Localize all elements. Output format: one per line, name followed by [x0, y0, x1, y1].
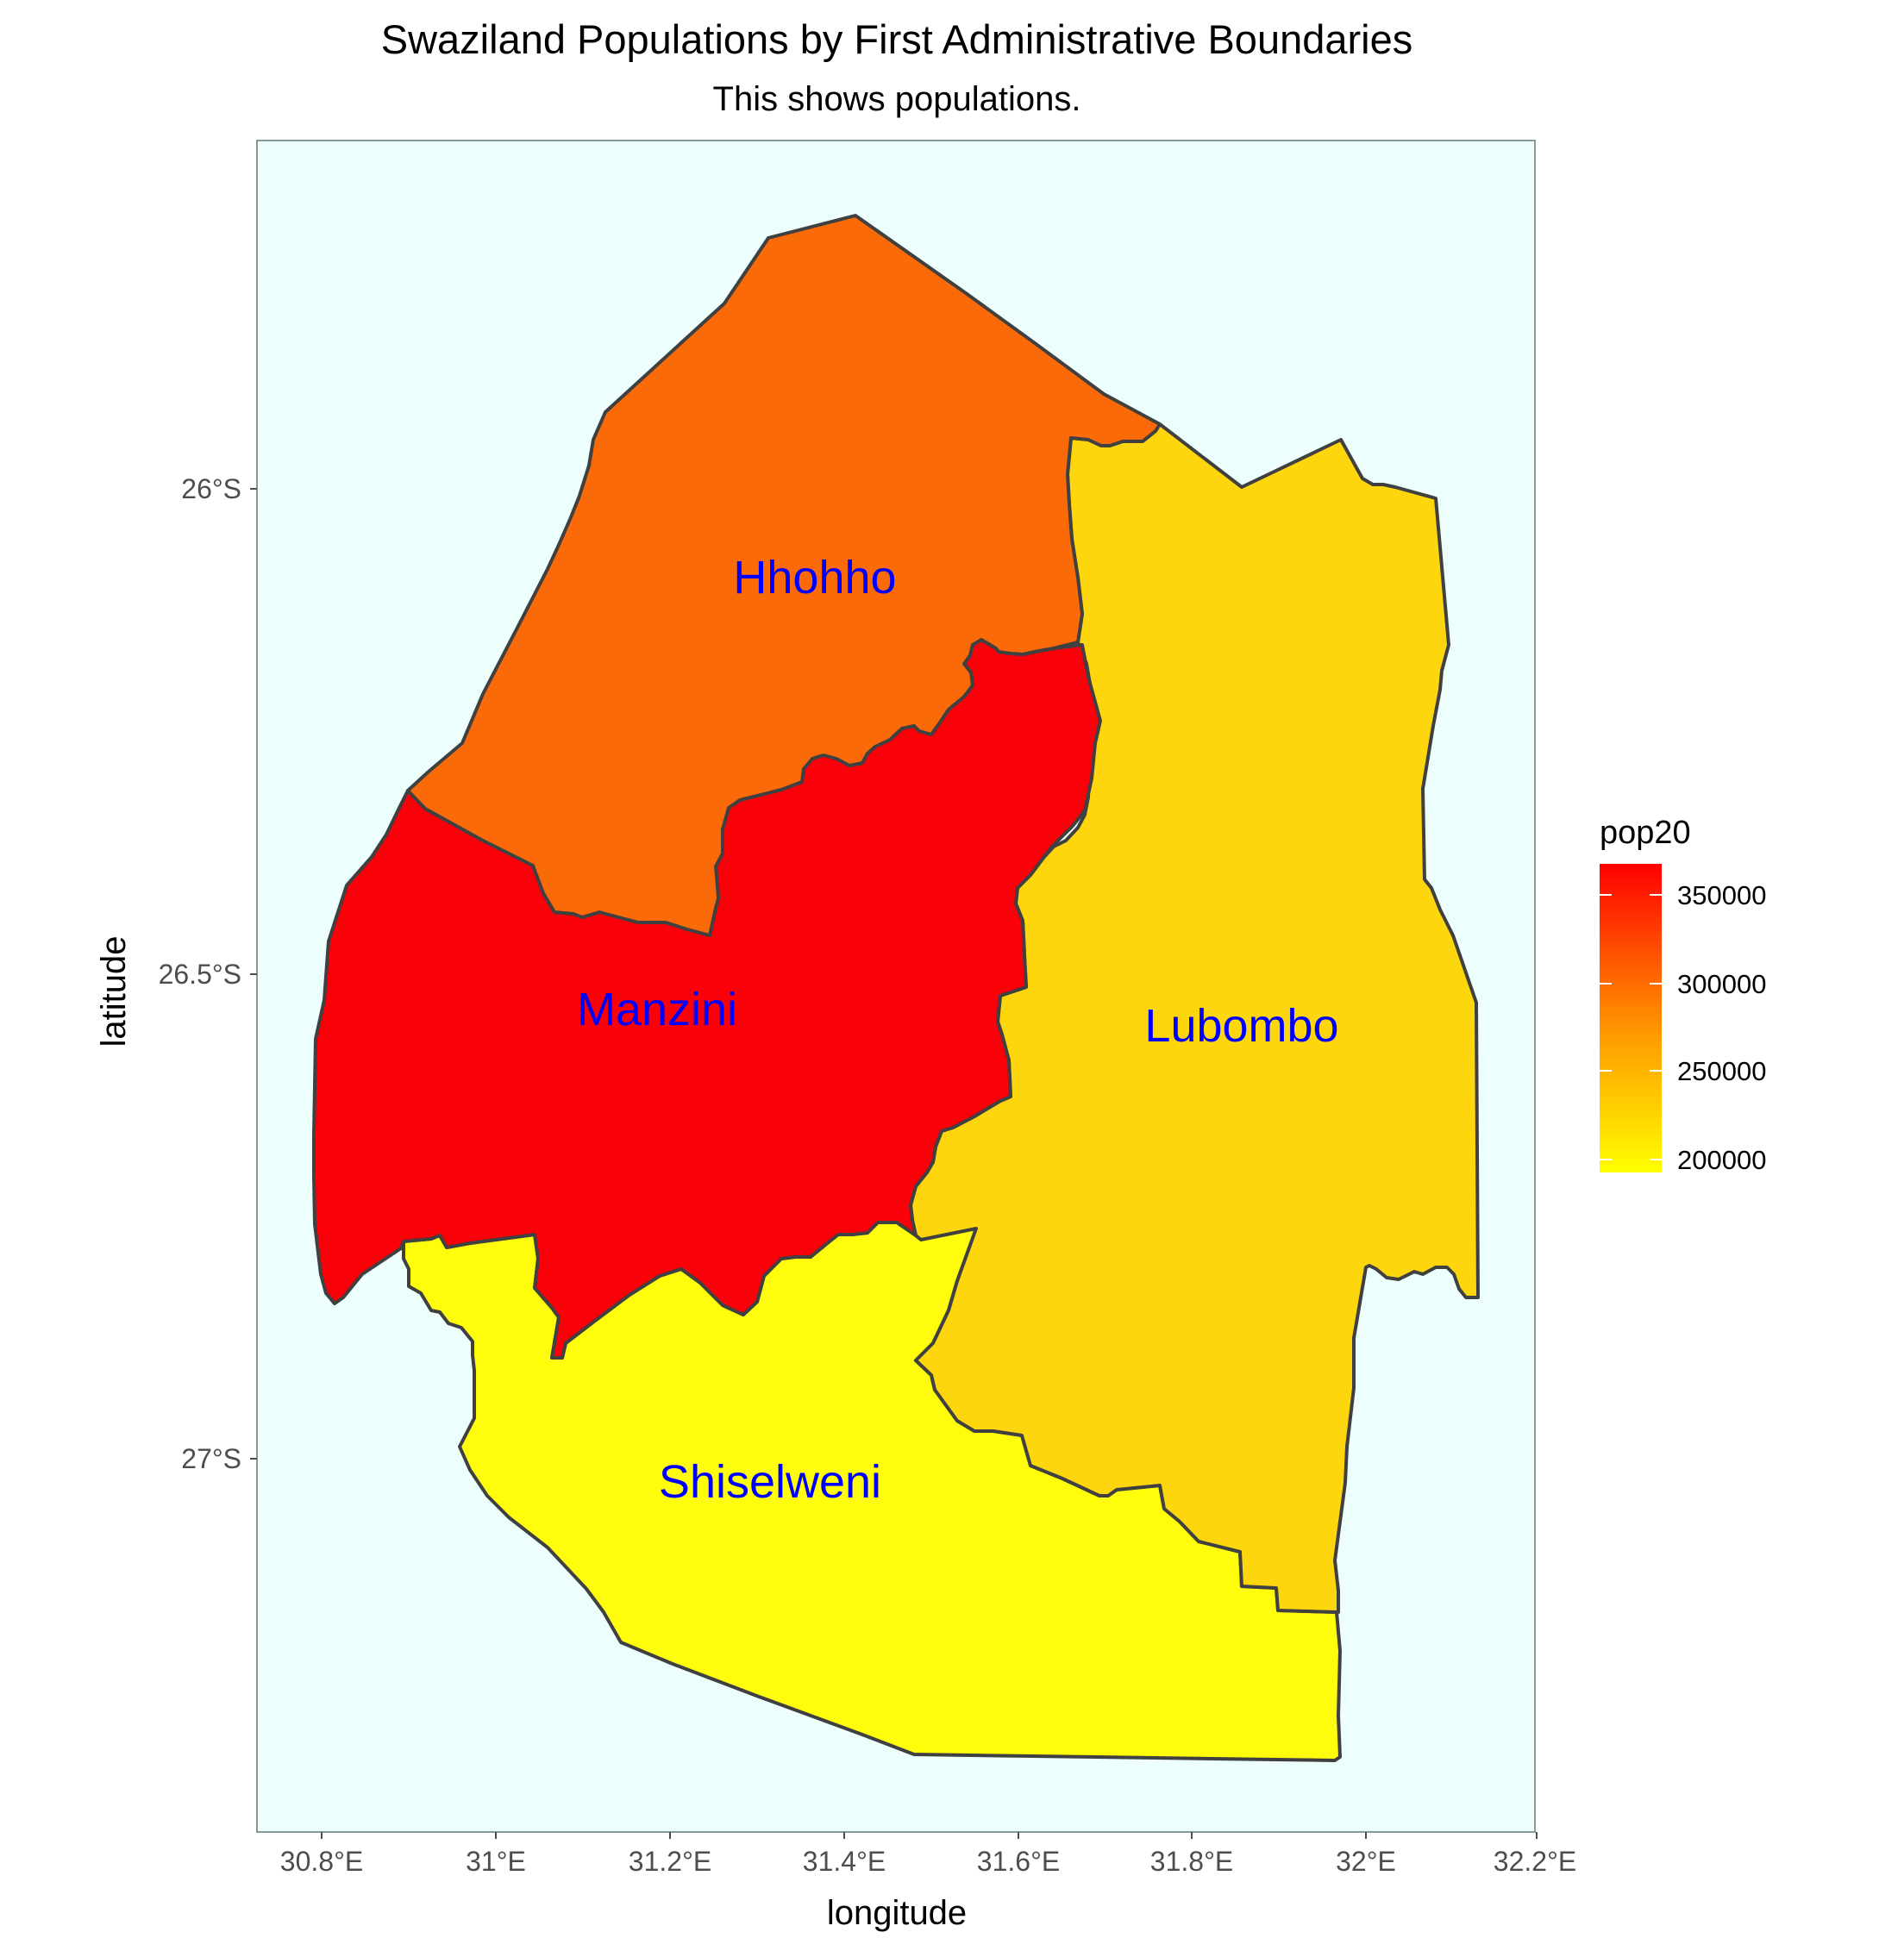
x-tick-label: 32°E [1336, 1846, 1396, 1877]
legend-tick-label: 250000 [1677, 1056, 1766, 1086]
y-tick-label: 27°S [181, 1443, 241, 1474]
y-axis-title: latitude [95, 936, 133, 1047]
x-tick-label: 32.2°E [1494, 1846, 1576, 1877]
x-tick-label: 31.8°E [1150, 1846, 1233, 1877]
x-tick-label: 30.8°E [280, 1846, 363, 1877]
map-title: Swaziland Populations by First Administr… [381, 16, 1412, 62]
map-subtitle: This shows populations. [713, 80, 1081, 118]
region-label-lubombo: Lubombo [1144, 1000, 1338, 1052]
region-label-hhohho: Hhohho [733, 552, 896, 603]
legend-tick-label: 200000 [1677, 1145, 1766, 1175]
x-tick-label: 31.2°E [629, 1846, 711, 1877]
legend-tick-label: 300000 [1677, 969, 1766, 999]
x-axis: 30.8°E 31°E 31.2°E 31.4°E 31.6°E 31.8°E … [280, 1832, 1576, 1932]
region-hhohho[interactable] [406, 214, 1162, 937]
region-label-manzini: Manzini [577, 984, 737, 1035]
region-label-shiselweni: Shiselweni [659, 1456, 881, 1508]
y-tick-label: 26.5°S [159, 959, 241, 990]
x-tick-label: 31.4°E [803, 1846, 886, 1877]
y-axis: 26°S 26.5°S 27°S latitude [95, 473, 257, 1474]
legend-title: pop20 [1600, 815, 1691, 851]
x-axis-title: longitude [827, 1894, 967, 1932]
x-tick-label: 31°E [466, 1846, 526, 1877]
y-tick-label: 26°S [181, 473, 241, 504]
regions-layer [312, 214, 1480, 1762]
legend: pop20 350000 300000 250000 200000 [1600, 815, 1766, 1175]
x-tick-label: 31.6°E [977, 1846, 1060, 1877]
legend-tick-label: 350000 [1677, 880, 1766, 910]
legend-colorbar [1600, 864, 1662, 1172]
region-labels: Hhohho Manzini Lubombo Shiselweni [577, 552, 1339, 1508]
